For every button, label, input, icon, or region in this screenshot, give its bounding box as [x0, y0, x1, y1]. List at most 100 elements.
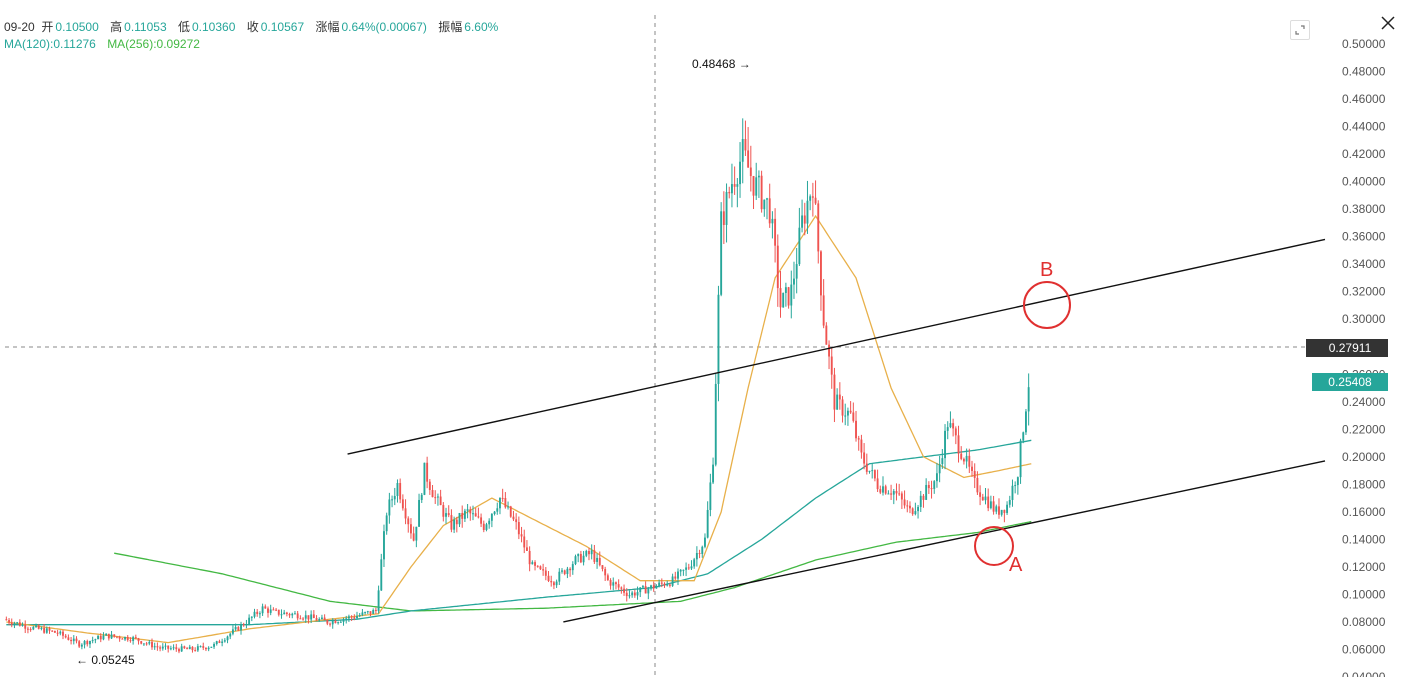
candle-body	[151, 642, 153, 648]
candle-body	[612, 582, 615, 586]
candle-body	[836, 394, 839, 410]
candle-body	[383, 531, 385, 560]
candle-body	[89, 640, 91, 645]
candle-body	[453, 519, 456, 530]
candle-body	[652, 585, 655, 589]
y-tick-label: 0.44000	[1342, 120, 1386, 134]
candle-body	[946, 427, 949, 431]
candle-body	[40, 627, 43, 629]
candle-body	[194, 650, 197, 652]
expand-icon[interactable]	[1290, 20, 1310, 40]
candle-body	[13, 623, 16, 625]
candle-body	[205, 647, 207, 650]
candle-body	[722, 211, 725, 225]
crosshair-price-label: 0.27911	[1312, 339, 1388, 357]
candle-body	[312, 614, 315, 619]
high-price-marker: 0.48468 →	[692, 57, 751, 71]
candle-body	[717, 294, 720, 384]
candle-body	[436, 496, 439, 498]
y-tick-label: 0.48000	[1342, 65, 1386, 79]
candle-body	[604, 569, 607, 576]
candle-body	[973, 470, 976, 478]
candle-body	[121, 638, 124, 640]
candle-body	[720, 211, 723, 295]
candle-body	[167, 645, 170, 649]
candle-body	[760, 175, 763, 210]
candle-body	[979, 492, 982, 497]
candle-body	[933, 481, 936, 489]
candle-body	[366, 611, 369, 613]
candle-body	[164, 645, 167, 647]
candle-body	[987, 496, 990, 509]
y-tick-label: 0.38000	[1342, 202, 1386, 216]
candle-body	[480, 517, 483, 524]
candle-body	[326, 620, 329, 624]
change-value: 0.64%(0.00067)	[341, 20, 427, 34]
ma256-line	[114, 520, 1032, 612]
candle-body	[960, 453, 963, 459]
candle-body	[191, 646, 194, 651]
candle-body	[528, 550, 531, 565]
candle-body	[56, 632, 59, 634]
candle-body	[644, 586, 647, 594]
y-tick-label: 0.34000	[1342, 257, 1386, 271]
change-label: 涨幅	[315, 20, 340, 34]
candle-body	[569, 568, 572, 571]
candle-body	[898, 493, 901, 495]
candle-body	[5, 619, 8, 621]
candle-body	[485, 524, 488, 530]
candle-body	[536, 565, 539, 567]
candle-body	[361, 612, 364, 616]
candle-body	[677, 571, 679, 579]
y-tick-label: 0.22000	[1342, 422, 1386, 436]
candle-body	[80, 644, 83, 647]
low-label: 低	[177, 20, 190, 34]
candle-body	[747, 150, 750, 168]
candle-body	[391, 499, 394, 501]
close-icon[interactable]	[1379, 14, 1397, 32]
candle-body	[925, 484, 928, 500]
candle-body	[288, 613, 291, 616]
candle-body	[995, 506, 998, 512]
ma120-line	[6, 439, 1032, 626]
candle-body	[712, 464, 715, 483]
candle-body	[294, 613, 296, 615]
candle-body	[1025, 411, 1027, 433]
candle-body	[447, 513, 450, 516]
y-tick-label: 0.46000	[1342, 92, 1386, 106]
candle-body	[350, 616, 353, 618]
candle-body	[1008, 499, 1011, 505]
candle-body	[776, 245, 779, 289]
candle-body	[26, 628, 29, 630]
candle-body	[566, 568, 569, 575]
candle-body	[509, 506, 512, 517]
candle-body	[237, 627, 240, 631]
candle-body	[175, 647, 178, 650]
candles	[5, 118, 1030, 654]
candle-body	[706, 509, 709, 538]
candle-body	[830, 356, 833, 375]
candle-body	[280, 614, 283, 616]
candle-body	[380, 559, 383, 591]
candle-body	[248, 617, 251, 625]
candle-body	[218, 641, 221, 643]
candle-body	[16, 622, 19, 624]
candle-body	[315, 618, 318, 621]
candle-body	[75, 638, 78, 642]
candle-body	[690, 566, 693, 569]
candle-body	[725, 191, 728, 225]
candle-body	[687, 567, 690, 569]
candle-body	[539, 566, 542, 570]
candle-body	[493, 511, 496, 514]
candle-body	[882, 486, 884, 493]
candle-body	[633, 592, 636, 596]
candle-body	[434, 497, 437, 499]
y-tick-label: 0.36000	[1342, 230, 1386, 244]
label-b: B	[1040, 259, 1053, 281]
amplitude-value: 6.60%	[464, 20, 499, 34]
candle-body	[258, 613, 261, 615]
candle-body	[814, 197, 817, 204]
candle-body	[64, 635, 67, 638]
